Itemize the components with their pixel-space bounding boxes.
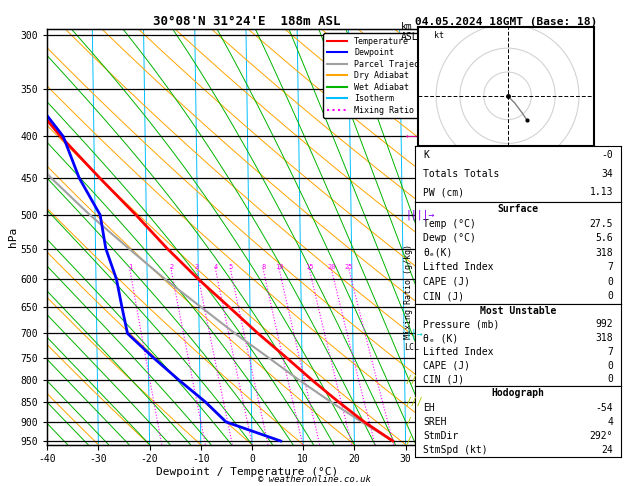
Text: CIN (J): CIN (J) xyxy=(423,292,465,301)
Text: 10: 10 xyxy=(276,264,284,270)
Text: 0: 0 xyxy=(608,277,613,287)
Text: ///: /// xyxy=(406,397,423,407)
Text: ←–: ←– xyxy=(406,131,418,141)
Text: θₑ (K): θₑ (K) xyxy=(423,333,459,343)
Text: K: K xyxy=(423,150,429,160)
Text: ||||→: ||||→ xyxy=(406,210,435,220)
Text: Lifted Index: Lifted Index xyxy=(423,262,494,272)
Text: Lifted Index: Lifted Index xyxy=(423,347,494,357)
Text: 3: 3 xyxy=(195,264,199,270)
Text: Dewp (°C): Dewp (°C) xyxy=(423,233,476,243)
Title: 30°08'N 31°24'E  188m ASL: 30°08'N 31°24'E 188m ASL xyxy=(153,15,341,28)
Text: 4: 4 xyxy=(608,417,613,427)
Text: 15: 15 xyxy=(305,264,314,270)
Text: 25: 25 xyxy=(345,264,353,270)
Text: 992: 992 xyxy=(596,319,613,330)
Text: Most Unstable: Most Unstable xyxy=(480,306,557,315)
Text: 8: 8 xyxy=(261,264,265,270)
Text: Temp (°C): Temp (°C) xyxy=(423,219,476,228)
Text: 7: 7 xyxy=(608,262,613,272)
Text: 5: 5 xyxy=(228,264,233,270)
Text: CAPE (J): CAPE (J) xyxy=(423,277,470,287)
Text: //: // xyxy=(406,376,418,385)
Text: 34: 34 xyxy=(601,169,613,179)
Text: 0: 0 xyxy=(608,292,613,301)
Text: StmSpd (kt): StmSpd (kt) xyxy=(423,445,488,455)
Y-axis label: hPa: hPa xyxy=(8,227,18,247)
Text: 7: 7 xyxy=(608,347,613,357)
Legend: Temperature, Dewpoint, Parcel Trajectory, Dry Adiabat, Wet Adiabat, Isotherm, Mi: Temperature, Dewpoint, Parcel Trajectory… xyxy=(323,34,442,118)
Text: Hodograph: Hodograph xyxy=(492,388,545,399)
Text: 0: 0 xyxy=(608,361,613,371)
Text: 318: 318 xyxy=(596,333,613,343)
Text: 2: 2 xyxy=(169,264,174,270)
Text: Pressure (mb): Pressure (mb) xyxy=(423,319,500,330)
Text: 292°: 292° xyxy=(590,431,613,441)
Text: CIN (J): CIN (J) xyxy=(423,375,465,384)
Text: 1: 1 xyxy=(128,264,132,270)
Text: StmDir: StmDir xyxy=(423,431,459,441)
Text: 5.6: 5.6 xyxy=(596,233,613,243)
Text: 4: 4 xyxy=(214,264,218,270)
Text: 24: 24 xyxy=(601,445,613,455)
Text: -54: -54 xyxy=(596,402,613,413)
Text: ||→: ||→ xyxy=(406,328,423,339)
Text: /: / xyxy=(406,417,411,427)
Text: -0: -0 xyxy=(601,150,613,160)
Text: 20: 20 xyxy=(327,264,336,270)
Text: Surface: Surface xyxy=(498,204,539,214)
Text: 04.05.2024 18GMT (Base: 18): 04.05.2024 18GMT (Base: 18) xyxy=(415,17,598,27)
Text: CAPE (J): CAPE (J) xyxy=(423,361,470,371)
Text: kt: kt xyxy=(434,32,443,40)
Text: ASL: ASL xyxy=(401,32,419,42)
Text: © weatheronline.co.uk: © weatheronline.co.uk xyxy=(258,474,371,484)
Text: /: / xyxy=(406,436,411,446)
Text: 1.13: 1.13 xyxy=(590,188,613,197)
X-axis label: Dewpoint / Temperature (°C): Dewpoint / Temperature (°C) xyxy=(156,467,338,477)
Text: Mixing Ratio (g/kg): Mixing Ratio (g/kg) xyxy=(404,244,413,339)
Text: SREH: SREH xyxy=(423,417,447,427)
Text: EH: EH xyxy=(423,402,435,413)
Text: 0: 0 xyxy=(608,375,613,384)
Text: θₑ(K): θₑ(K) xyxy=(423,248,453,258)
Text: LCL: LCL xyxy=(404,343,420,352)
Text: 27.5: 27.5 xyxy=(590,219,613,228)
Text: km: km xyxy=(401,22,413,32)
Text: 318: 318 xyxy=(596,248,613,258)
Text: PW (cm): PW (cm) xyxy=(423,188,465,197)
Text: Totals Totals: Totals Totals xyxy=(423,169,500,179)
